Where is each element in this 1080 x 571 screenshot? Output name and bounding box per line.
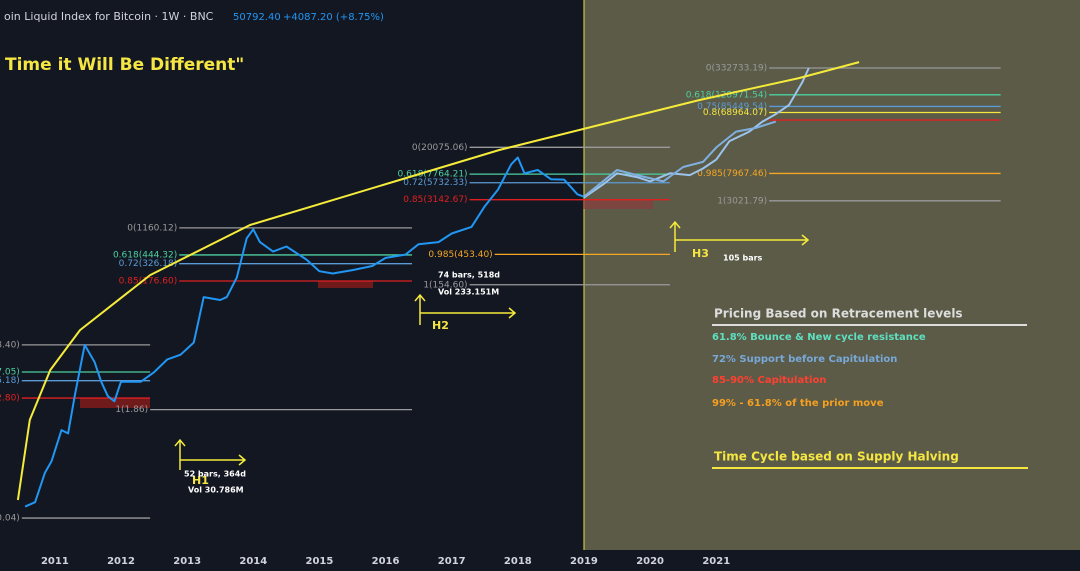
x-tick-label: 2015 <box>306 556 334 567</box>
cycle-bars: 105 bars <box>723 254 763 263</box>
x-tick-label: 2020 <box>636 556 664 567</box>
fib-label: 0.8(68964.07) <box>703 108 767 118</box>
x-tick-label: 2012 <box>107 556 135 567</box>
note-item: 85-90% Capitulation <box>712 375 826 386</box>
x-axis: 2011 2012 2013 2014 2015 2016 2017 2018 2019 2020… <box>41 556 730 567</box>
x-tick-label: 2018 <box>504 556 532 567</box>
price: 50792.40 <box>233 12 281 23</box>
shaded-region <box>583 0 1080 550</box>
cycle-volume: Vol 233.151M <box>438 288 499 297</box>
fib-label: 0.85(176.60) <box>119 277 178 287</box>
cycle-name: H3 <box>692 247 709 260</box>
fib-label: 0.75(85449.54) <box>697 102 767 112</box>
shade-layer <box>583 0 1080 550</box>
series-line <box>24 156 585 508</box>
series-line <box>16 61 860 501</box>
fib-label: 8.40) <box>0 340 20 350</box>
series-line <box>583 67 810 199</box>
fib-label: 7.05) <box>0 367 20 377</box>
x-tick-label: 2021 <box>702 556 730 567</box>
x-tick-label: 2017 <box>438 556 466 567</box>
series-line <box>583 120 777 198</box>
x-tick-label: 2019 <box>570 556 598 567</box>
fib-label: 0(332733.19) <box>706 64 767 74</box>
fib-label: 0.72(326.18) <box>119 259 178 269</box>
fib-label: 1(3021.79) <box>717 196 767 206</box>
price-lines <box>16 61 860 508</box>
arrow <box>669 220 810 252</box>
cycle-arrows <box>174 220 810 470</box>
notes-footer: Time Cycle based on Supply Halving <box>714 450 959 464</box>
fib-label: 0.618(444.32) <box>113 250 177 260</box>
fib-label: 0(1160.12) <box>127 223 177 233</box>
note-item: 61.8% Bounce & New cycle resistance <box>712 332 926 343</box>
fib-label: 0.985(453.40) <box>428 250 492 260</box>
fib-label: 0.618(7764.21) <box>398 170 468 180</box>
fib-label: 0(20075.06) <box>412 143 468 153</box>
notes-title: Pricing Based on Retracement levels <box>714 307 963 321</box>
fib-levels: 8.40) 7.05)5.18) 2.80) 1(1.86) 0.04) 0(1160.1… <box>0 64 1001 524</box>
fib-label: 1(1.86) <box>115 405 148 415</box>
notes-items: 61.8% Bounce & New cycle resistance 72% S… <box>712 332 926 409</box>
fib-label: 0.04) <box>0 514 20 524</box>
capitulation-zones <box>80 200 653 408</box>
x-tick-label: 2011 <box>41 556 69 567</box>
cycle-bars: 74 bars, 518d <box>438 271 500 280</box>
arrow <box>174 438 247 470</box>
change: +4087.20 (+8.75%) <box>283 12 384 23</box>
fib-label: 0.85(3142.67) <box>403 195 467 205</box>
zone <box>583 200 653 209</box>
cycle-name: H2 <box>432 319 449 332</box>
x-tick-label: 2013 <box>173 556 201 567</box>
fib-label: 0.618(128971.54) <box>686 90 767 100</box>
fib-label: 1(154.60) <box>423 280 467 290</box>
x-tick-label: 2014 <box>239 556 267 567</box>
symbol: oin Liquid Index for Bitcoin · 1W · BNC <box>4 10 214 23</box>
fib-label: 5.18) <box>0 376 20 386</box>
cycle-bars: 52 bars, 364d <box>184 470 246 479</box>
cycle-volume: Vol 30.786M <box>188 486 244 495</box>
arrow <box>414 293 517 325</box>
zone <box>80 398 150 408</box>
fib-label: 0.985(7967.46) <box>697 169 767 179</box>
note-item: 72% Support before Capitulation <box>712 354 897 365</box>
x-tick-label: 2016 <box>372 556 400 567</box>
note-item: 99% - 61.8% of the prior move <box>712 398 884 409</box>
time-axis <box>0 550 1080 571</box>
cycle-name: H1 <box>192 474 209 487</box>
fib-label: 0.72(5732.33) <box>403 178 467 188</box>
chart-title: Time it Will Be Different" <box>5 55 244 75</box>
fib-label: 2.80) <box>0 394 20 404</box>
zone <box>318 281 373 288</box>
